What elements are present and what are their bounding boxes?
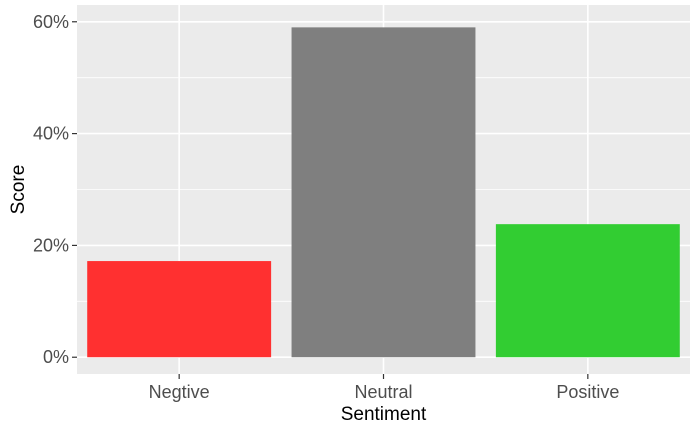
y-tick-label: 0% [43, 347, 69, 367]
x-tick-label: Positive [556, 382, 619, 402]
bar-negtive [87, 261, 272, 358]
y-tick-label: 40% [33, 124, 69, 144]
x-tick-label: Negtive [149, 382, 210, 402]
bar-positive [495, 224, 680, 358]
x-tick-label: Neutral [354, 382, 412, 402]
y-axis-ticks: 0% 20% 40% 60% [33, 12, 77, 367]
y-axis-title: Score [8, 165, 29, 215]
x-axis-ticks: Negtive Neutral Positive [149, 374, 619, 402]
bar-neutral [291, 27, 476, 358]
y-tick-label: 60% [33, 12, 69, 32]
x-axis-title: Sentiment [341, 404, 427, 425]
bars [87, 27, 680, 358]
y-tick-label: 20% [33, 235, 69, 255]
